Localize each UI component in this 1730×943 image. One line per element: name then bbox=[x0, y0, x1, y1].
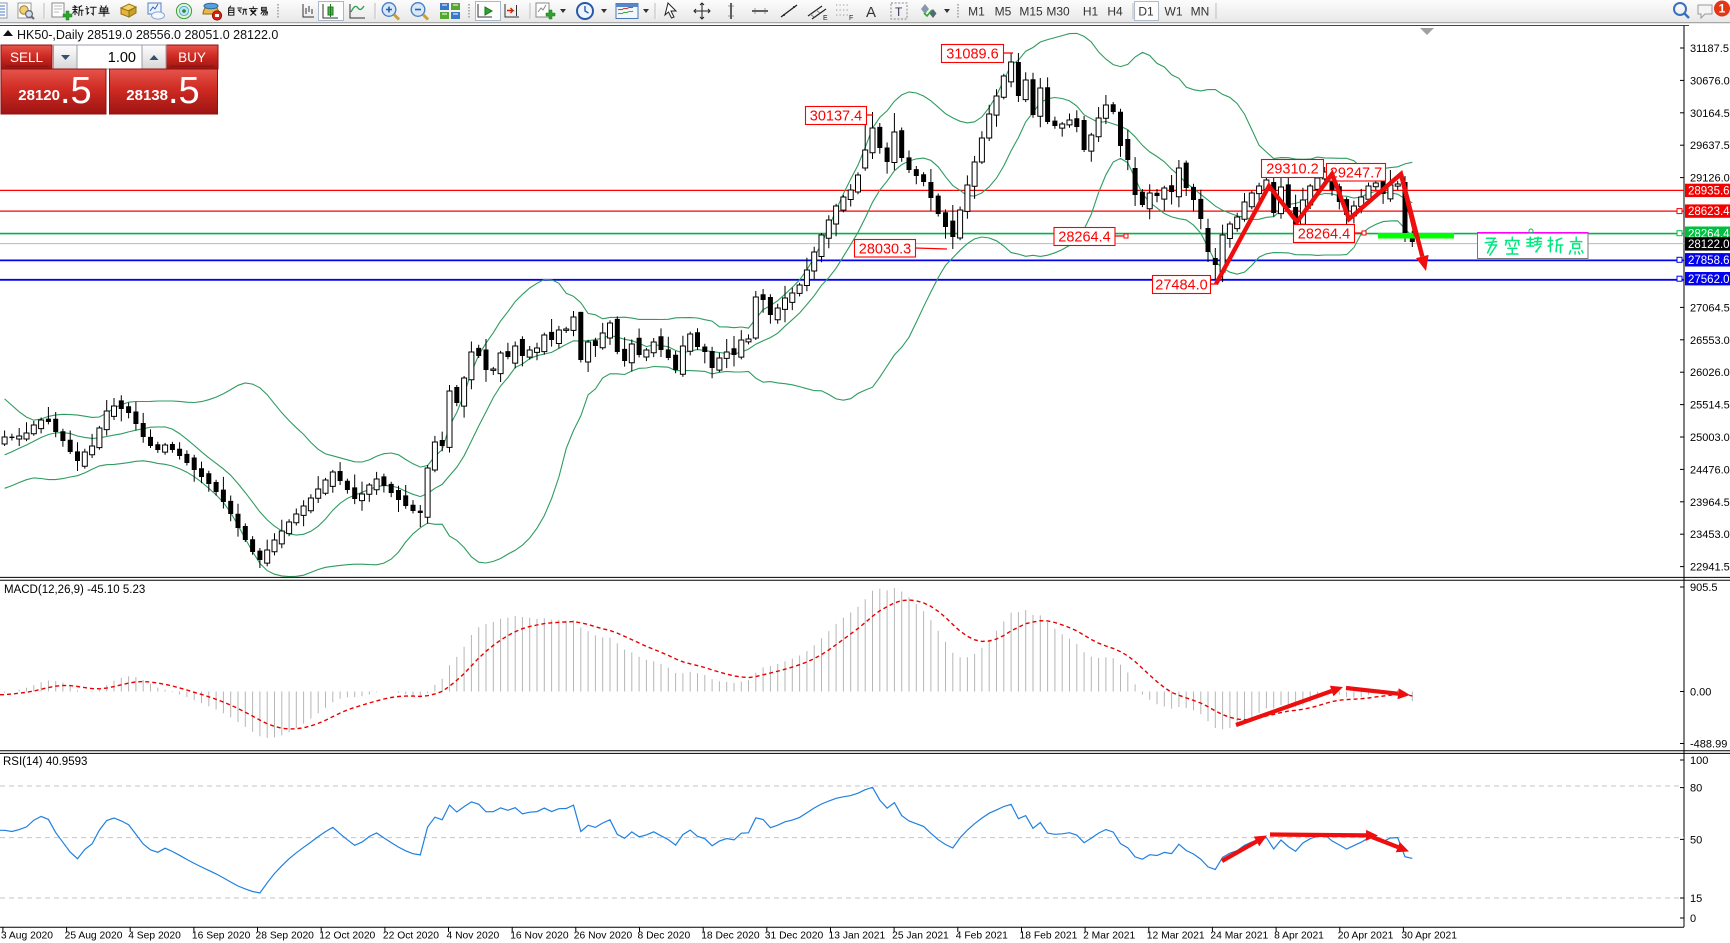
svg-text:MN: MN bbox=[1191, 5, 1210, 19]
svg-text:25514.5: 25514.5 bbox=[1690, 400, 1730, 412]
svg-text:T: T bbox=[895, 5, 903, 19]
svg-text:13 Jan 2021: 13 Jan 2021 bbox=[829, 931, 886, 942]
svg-text:H4: H4 bbox=[1107, 5, 1123, 19]
svg-text:26026.0: 26026.0 bbox=[1690, 367, 1730, 379]
svg-text:31187.5: 31187.5 bbox=[1690, 43, 1729, 55]
svg-text:30164.5: 30164.5 bbox=[1690, 108, 1730, 120]
svg-text:24 Mar 2021: 24 Mar 2021 bbox=[1210, 931, 1268, 942]
svg-text:30 Apr 2021: 30 Apr 2021 bbox=[1401, 931, 1457, 942]
svg-text:16 Nov 2020: 16 Nov 2020 bbox=[510, 931, 569, 942]
svg-text:28 Sep 2020: 28 Sep 2020 bbox=[256, 931, 315, 942]
svg-text:28138: 28138 bbox=[126, 87, 168, 104]
svg-text:1: 1 bbox=[1719, 2, 1726, 16]
svg-text:27562.0: 27562.0 bbox=[1688, 274, 1730, 286]
svg-text:25 Jan 2021: 25 Jan 2021 bbox=[892, 931, 949, 942]
svg-text:E: E bbox=[823, 15, 828, 22]
svg-text:4 Nov 2020: 4 Nov 2020 bbox=[447, 931, 500, 942]
svg-text:SELL: SELL bbox=[10, 50, 44, 65]
svg-text:905.5: 905.5 bbox=[1690, 582, 1718, 594]
svg-text:30676.0: 30676.0 bbox=[1690, 75, 1730, 87]
svg-text:A: A bbox=[866, 4, 876, 21]
svg-text:4 Sep 2020: 4 Sep 2020 bbox=[128, 931, 181, 942]
svg-text:8 Apr 2021: 8 Apr 2021 bbox=[1274, 931, 1324, 942]
svg-text:4 Feb 2021: 4 Feb 2021 bbox=[956, 931, 1008, 942]
svg-text:80: 80 bbox=[1690, 783, 1702, 795]
svg-text:2 Mar 2021: 2 Mar 2021 bbox=[1083, 931, 1135, 942]
svg-text:8 Dec 2020: 8 Dec 2020 bbox=[638, 931, 691, 942]
svg-text:24476.0: 24476.0 bbox=[1690, 464, 1730, 476]
svg-text:50: 50 bbox=[1690, 834, 1702, 846]
svg-text:29637.5: 29637.5 bbox=[1690, 140, 1730, 152]
svg-text:1.00: 1.00 bbox=[108, 50, 136, 66]
svg-text:23964.5: 23964.5 bbox=[1690, 497, 1730, 509]
svg-text:30137.4: 30137.4 bbox=[810, 109, 862, 125]
svg-text:26553.0: 26553.0 bbox=[1690, 335, 1730, 347]
svg-text:18 Feb 2021: 18 Feb 2021 bbox=[1020, 931, 1078, 942]
svg-text:25 Aug 2020: 25 Aug 2020 bbox=[65, 931, 123, 942]
svg-text:29247.7: 29247.7 bbox=[1330, 165, 1382, 181]
svg-text:-488.99: -488.99 bbox=[1690, 739, 1727, 751]
svg-text:22941.5: 22941.5 bbox=[1690, 562, 1730, 574]
svg-text:28264.4: 28264.4 bbox=[1298, 227, 1350, 243]
svg-text:H1: H1 bbox=[1083, 5, 1099, 19]
svg-text:27484.0: 27484.0 bbox=[1155, 278, 1207, 294]
svg-text:F: F bbox=[849, 15, 853, 22]
svg-text:20 Apr 2021: 20 Apr 2021 bbox=[1338, 931, 1394, 942]
svg-text:.5: .5 bbox=[60, 70, 92, 112]
svg-text:0.00: 0.00 bbox=[1690, 687, 1711, 699]
svg-text:12 Oct 2020: 12 Oct 2020 bbox=[319, 931, 375, 942]
svg-text:BUY: BUY bbox=[178, 50, 206, 65]
svg-text:M30: M30 bbox=[1046, 5, 1070, 19]
svg-text:M5: M5 bbox=[995, 5, 1012, 19]
svg-text:28264.4: 28264.4 bbox=[1058, 230, 1110, 246]
svg-text:W1: W1 bbox=[1165, 5, 1183, 19]
svg-text:28935.6: 28935.6 bbox=[1688, 186, 1730, 198]
svg-text:28122.0: 28122.0 bbox=[1688, 239, 1730, 251]
svg-text:15: 15 bbox=[1690, 893, 1702, 905]
svg-text:26 Nov 2020: 26 Nov 2020 bbox=[574, 931, 633, 942]
svg-text:27858.6: 27858.6 bbox=[1688, 255, 1730, 267]
svg-text:28030.3: 28030.3 bbox=[859, 241, 911, 257]
svg-text:HK50-,Daily 28519.0 28556.0 2: HK50-,Daily 28519.0 28556.0 28051.0 2812… bbox=[17, 28, 278, 42]
svg-text:3 Aug 2020: 3 Aug 2020 bbox=[1, 931, 53, 942]
svg-text:27064.5: 27064.5 bbox=[1690, 302, 1730, 314]
svg-text:RSI(14) 40.9593: RSI(14) 40.9593 bbox=[3, 756, 87, 768]
svg-text:M1: M1 bbox=[968, 5, 985, 19]
svg-text:23453.0: 23453.0 bbox=[1690, 529, 1730, 541]
svg-text:28623.4: 28623.4 bbox=[1688, 206, 1730, 218]
svg-text:31 Dec 2020: 31 Dec 2020 bbox=[765, 931, 824, 942]
svg-text:D1: D1 bbox=[1138, 5, 1154, 19]
svg-text:18 Dec 2020: 18 Dec 2020 bbox=[701, 931, 760, 942]
svg-text:M15: M15 bbox=[1019, 5, 1043, 19]
svg-text:100: 100 bbox=[1690, 755, 1708, 767]
svg-text:29310.2: 29310.2 bbox=[1266, 162, 1318, 178]
svg-text:31089.6: 31089.6 bbox=[946, 47, 998, 63]
svg-text:12 Mar 2021: 12 Mar 2021 bbox=[1147, 931, 1205, 942]
svg-text:25003.0: 25003.0 bbox=[1690, 432, 1730, 444]
svg-text:28120: 28120 bbox=[18, 87, 60, 104]
svg-text:0: 0 bbox=[1690, 913, 1696, 925]
svg-text:MACD(12,26,9) -45.10 5.23: MACD(12,26,9) -45.10 5.23 bbox=[4, 584, 145, 596]
svg-text:22 Oct 2020: 22 Oct 2020 bbox=[383, 931, 439, 942]
svg-text:16 Sep 2020: 16 Sep 2020 bbox=[192, 931, 251, 942]
svg-text:29126.0: 29126.0 bbox=[1690, 173, 1730, 185]
svg-text:.5: .5 bbox=[168, 70, 200, 112]
